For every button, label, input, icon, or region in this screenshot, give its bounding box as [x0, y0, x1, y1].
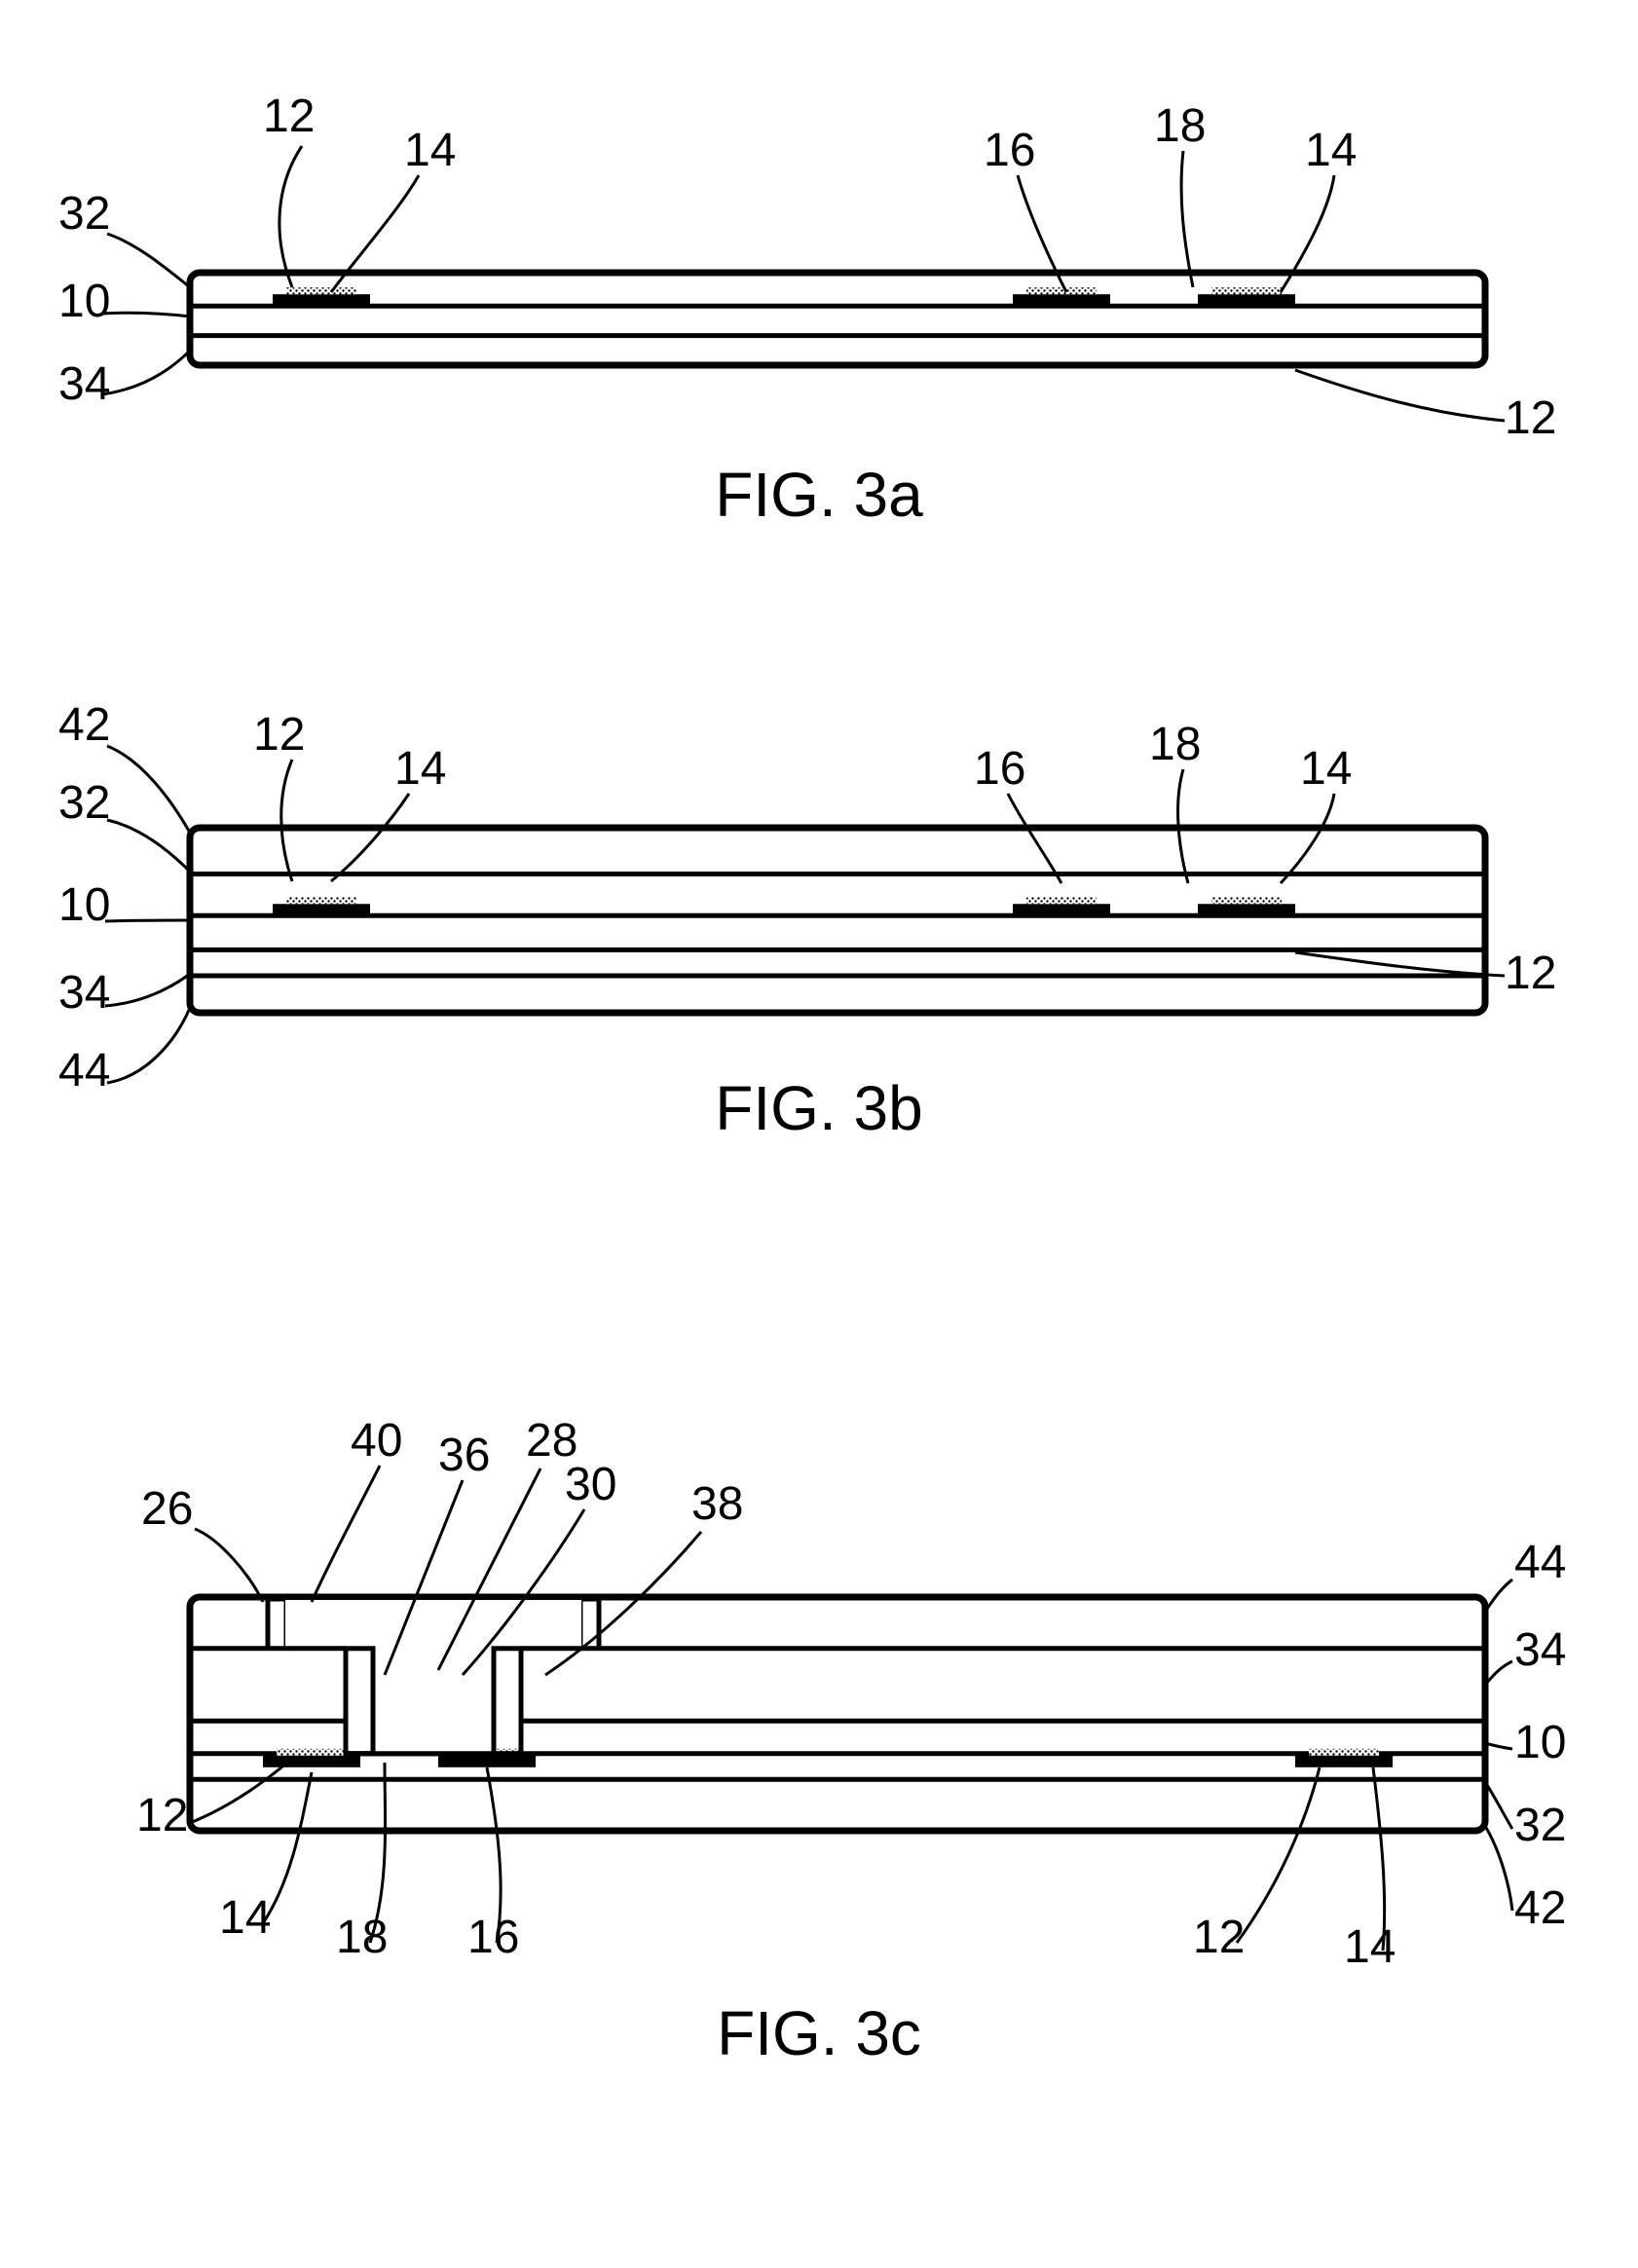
ref-label-32: 32: [1514, 1800, 1566, 1851]
ref-label-16: 16: [467, 1912, 519, 1963]
ref-label-10: 10: [1514, 1717, 1566, 1768]
ref-label-12: 12: [1193, 1912, 1245, 1963]
ref-label-40: 40: [351, 1415, 402, 1467]
ref-label-36: 36: [438, 1430, 490, 1481]
caption-fig-3c: FIG. 3c: [717, 1998, 921, 2068]
ref-label-14: 14: [394, 743, 446, 795]
ref-label-38: 38: [691, 1478, 743, 1530]
ref-label-14: 14: [1305, 125, 1357, 176]
ref-label-14: 14: [1344, 1921, 1396, 1973]
ref-label-32: 32: [58, 188, 110, 240]
ref-label-14: 14: [404, 125, 456, 176]
ref-label-34: 34: [58, 967, 110, 1019]
ref-label-18: 18: [336, 1912, 388, 1963]
ref-label-12: 12: [136, 1790, 188, 1841]
ref-label-16: 16: [974, 743, 1025, 795]
ref-label-14: 14: [1300, 743, 1352, 795]
ref-label-14: 14: [219, 1892, 271, 1944]
ref-label-12: 12: [263, 91, 315, 142]
ref-label-32: 32: [58, 777, 110, 829]
ref-label-44: 44: [58, 1045, 110, 1097]
ref-label-34: 34: [58, 358, 110, 410]
ref-label-30: 30: [565, 1459, 616, 1510]
caption-fig-3a: FIG. 3a: [715, 460, 923, 530]
ref-label-18: 18: [1149, 719, 1201, 770]
ref-label-16: 16: [984, 125, 1035, 176]
caption-fig-3b: FIG. 3b: [715, 1073, 922, 1143]
ref-label-26: 26: [141, 1483, 193, 1535]
ref-label-42: 42: [1514, 1882, 1566, 1934]
ref-label-44: 44: [1514, 1537, 1566, 1588]
ref-label-12: 12: [1505, 948, 1556, 999]
ref-label-12: 12: [1505, 392, 1556, 444]
ref-label-34: 34: [1514, 1624, 1566, 1676]
ref-label-12: 12: [253, 709, 305, 761]
ref-label-42: 42: [58, 699, 110, 751]
ref-label-10: 10: [58, 879, 110, 931]
ref-label-18: 18: [1154, 100, 1206, 152]
ref-label-10: 10: [58, 276, 110, 327]
